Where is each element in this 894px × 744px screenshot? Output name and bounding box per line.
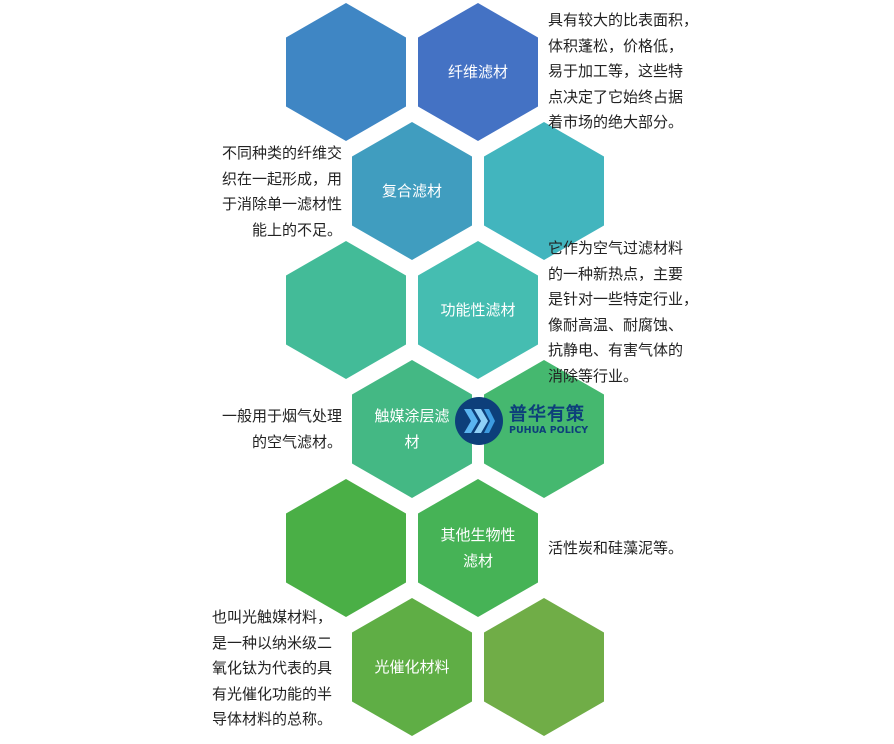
composite-description: 不同种类的纤维交 织在一起形成，用 于消除单一滤材性能上的不足。 xyxy=(200,141,342,243)
description-line: 它作为空气过滤材料 xyxy=(548,239,684,257)
description-line: 能上的不足。 xyxy=(251,220,342,239)
description-line: 活性炭和硅藻泥等。 xyxy=(548,539,684,557)
fiber-description: 具有较大的比表面积， 体积蓬松，价格低， 易于加工等，这些特 点决定了它始终占据 着市场… xyxy=(548,8,698,136)
description-line: 一般用于烟气处理 xyxy=(221,407,342,425)
description-line: 着市场的绝大部分。 xyxy=(548,113,684,131)
description-line: 点决定了它始终占据 xyxy=(548,87,684,106)
description-line: 抗静电、有害气体的 xyxy=(548,341,684,359)
description-line: 导体材料的总称。 xyxy=(212,710,333,728)
description-line: 具有较大的比表面积， xyxy=(548,11,699,29)
hexagon-decorative xyxy=(286,479,406,617)
description-line: 的空气滤材。 xyxy=(251,432,342,451)
description-line: 织在一起形成，用 xyxy=(221,169,342,188)
photocatalyst-description: 也叫光触媒材料， 是一种以纳米级二 氧化钛为代表的具 有光催化功能的半 导体材料的总称。 xyxy=(212,605,332,733)
bio-description: 活性炭和硅藻泥等。 xyxy=(548,536,683,562)
hexagon-9: 其他生物性滤材 xyxy=(418,479,538,617)
watermark-logo: 普华有策 PUHUA POLICY xyxy=(455,397,588,445)
hexagon-5: 功能性滤材 xyxy=(418,241,538,379)
chevron-logo-icon xyxy=(455,397,503,445)
watermark-name: 普华有策 xyxy=(509,404,585,425)
description-line: 是针对一些特定行业， xyxy=(548,290,699,308)
hexagon-decorative xyxy=(484,360,604,498)
description-line: 像耐高温、耐腐蚀、 xyxy=(548,315,684,334)
hexagon-decorative xyxy=(286,241,406,379)
hexagon-label: 触媒涂层滤材 xyxy=(374,407,450,451)
hexagon-1: 纤维滤材 xyxy=(418,3,538,141)
hexagon-label: 光催化材料 xyxy=(374,658,450,676)
hexagon-decorative xyxy=(286,3,406,141)
description-line: 于消除单一滤材性 xyxy=(221,195,342,213)
hexagon-label: 功能性滤材 xyxy=(440,301,516,319)
hexagon-10: 光催化材料 xyxy=(352,598,472,736)
description-line: 的一种新热点，主要 xyxy=(548,264,684,283)
hexagon-decorative xyxy=(484,122,604,260)
description-line: 也叫光触媒材料， xyxy=(212,608,333,626)
hexagon-label: 纤维滤材 xyxy=(447,63,508,81)
description-line: 氧化钛为代表的具 xyxy=(212,659,333,677)
watermark-sub: PUHUA POLICY xyxy=(509,425,589,436)
hexagon-decorative xyxy=(484,598,604,736)
catalyst-description: 一般用于烟气处理的空气滤材。 xyxy=(200,404,342,455)
description-line: 消除等行业。 xyxy=(548,366,639,385)
functional-description: 它作为空气过滤材料 的一种新热点，主要 是针对一些特定行业， 像耐高温、耐腐蚀、 抗静电… xyxy=(548,236,698,389)
description-line: 有光催化功能的半 xyxy=(212,684,333,703)
hexagon-label: 复合滤材 xyxy=(381,182,442,200)
hexagon-6: 触媒涂层滤材 xyxy=(352,360,472,498)
hexagon-label: 其他生物性滤材 xyxy=(440,526,516,570)
description-line: 体积蓬松，价格低， xyxy=(548,36,684,55)
description-line: 易于加工等，这些特 xyxy=(548,62,684,80)
hexagon-2: 复合滤材 xyxy=(352,122,472,260)
description-line: 不同种类的纤维交 xyxy=(221,144,342,162)
description-line: 是一种以纳米级二 xyxy=(212,633,333,652)
